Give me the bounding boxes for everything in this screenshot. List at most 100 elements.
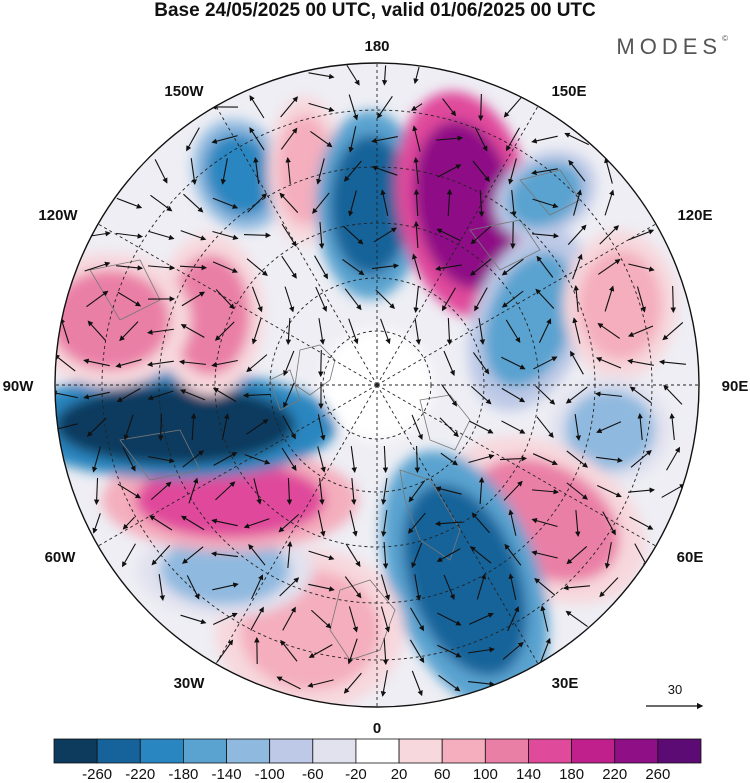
wind-arrow [505, 319, 521, 344]
wind-arrow [182, 450, 205, 468]
wind-arrow [540, 605, 549, 632]
lon-label-30w: 30W [174, 675, 206, 692]
anomaly-cell [204, 133, 276, 217]
wind-arrow [443, 574, 455, 601]
wind-arrow [380, 189, 389, 216]
wind-arrow [350, 446, 357, 473]
wind-arrow [434, 520, 463, 527]
wind-arrow [314, 255, 328, 280]
wind-arrow [628, 229, 655, 241]
anomaly-cell [403, 484, 527, 676]
wind-arrow [186, 127, 200, 152]
wind-arrow [83, 358, 110, 367]
lon-label-60w: 60W [45, 549, 77, 566]
lon-label-90e: 90E [722, 378, 749, 395]
wind-arrow [343, 160, 362, 182]
wind-arrow [59, 317, 70, 344]
wind-arrow [179, 389, 206, 401]
wind-arrow [116, 197, 143, 209]
wind-arrow [538, 318, 552, 343]
wind-arrow [55, 390, 78, 399]
wind-arrow [221, 413, 230, 440]
wind-arrow [414, 445, 421, 474]
wind-arrow [251, 318, 262, 345]
wind-arrow [381, 65, 388, 86]
wind-arrow [435, 264, 462, 272]
wind-arrow [478, 318, 486, 345]
colorbar-tick-label: -220 [125, 766, 155, 783]
wind-arrow [348, 606, 359, 633]
colorbar-tick-label: 100 [473, 766, 498, 783]
wind-arrow [408, 480, 426, 503]
wind-arrow [123, 414, 134, 441]
wind-arrow [602, 511, 616, 536]
wind-arrow [381, 510, 388, 537]
anomaly-cell [565, 390, 655, 470]
wind-arrow [472, 352, 490, 375]
wind-arrow [469, 258, 492, 276]
wind-arrow [470, 546, 492, 564]
colorbar-swatch [139, 738, 184, 764]
wind-arrow [214, 321, 235, 341]
wind-arrow [437, 644, 462, 658]
wind-arrow [504, 543, 522, 566]
colorbar-tick-label: 60 [434, 766, 451, 783]
wind-arrow [122, 447, 136, 472]
wind-arrow [531, 550, 558, 559]
wind-arrow [436, 548, 461, 562]
colorbar-swatch [614, 738, 659, 764]
wind-arrow [629, 386, 652, 404]
wind-arrow [372, 263, 400, 270]
wind-arrow [116, 232, 143, 239]
wind-arrow [539, 637, 551, 664]
wind-arrow [55, 354, 76, 372]
wind-arrow [148, 230, 175, 241]
colorbar-tick-label: 260 [645, 766, 670, 783]
colorbar-tick-label: 140 [516, 766, 541, 783]
wind-arrow [158, 574, 165, 601]
wind-arrow [344, 288, 362, 311]
wind-arrow [380, 670, 388, 697]
wind-arrow [278, 513, 300, 533]
colorbar-tick-label: 220 [602, 766, 627, 783]
wind-arrow [308, 583, 335, 592]
wind-arrow [565, 610, 588, 628]
wind-arrow [630, 450, 652, 468]
wind-arrow [178, 359, 206, 365]
wind-arrow [217, 639, 234, 662]
wind-arrow [281, 223, 297, 247]
wind-arrow [535, 385, 556, 405]
lon-label-90w: 90W [3, 378, 35, 395]
wind-arrow [249, 95, 265, 119]
wind-arrow [661, 484, 686, 498]
wind-arrow [212, 197, 239, 209]
wind-arrow [250, 606, 264, 631]
colorbar-tick-label: -20 [345, 766, 367, 783]
wind-arrow [662, 322, 684, 341]
wind-arrow [343, 672, 362, 694]
wind-arrow [211, 518, 238, 527]
wind-arrow [575, 510, 581, 538]
wind-arrow [574, 414, 581, 441]
wind-arrow [380, 574, 391, 601]
wind-arrow [596, 421, 622, 433]
wind-arrow [316, 158, 325, 185]
colorbar-swatch [53, 738, 98, 764]
wind-arrow [249, 127, 265, 151]
wind-arrow [477, 93, 484, 122]
wind-arrow [567, 224, 587, 245]
colorbar-tick-label: -60 [302, 766, 324, 783]
wind-arrow [597, 322, 620, 339]
wind-arrow [570, 350, 584, 375]
anomaly-cell [578, 250, 662, 360]
wind-arrow [441, 384, 458, 407]
wind-arrow [317, 414, 326, 441]
wind-arrow [566, 450, 589, 468]
wind-arrow [310, 130, 333, 148]
wind-arrow [348, 126, 357, 153]
brand-logo: MODES© [616, 34, 728, 60]
wind-arrow [87, 320, 107, 342]
wind-arrow [629, 516, 654, 530]
wind-arrow [382, 637, 389, 666]
wind-arrow [215, 481, 236, 501]
